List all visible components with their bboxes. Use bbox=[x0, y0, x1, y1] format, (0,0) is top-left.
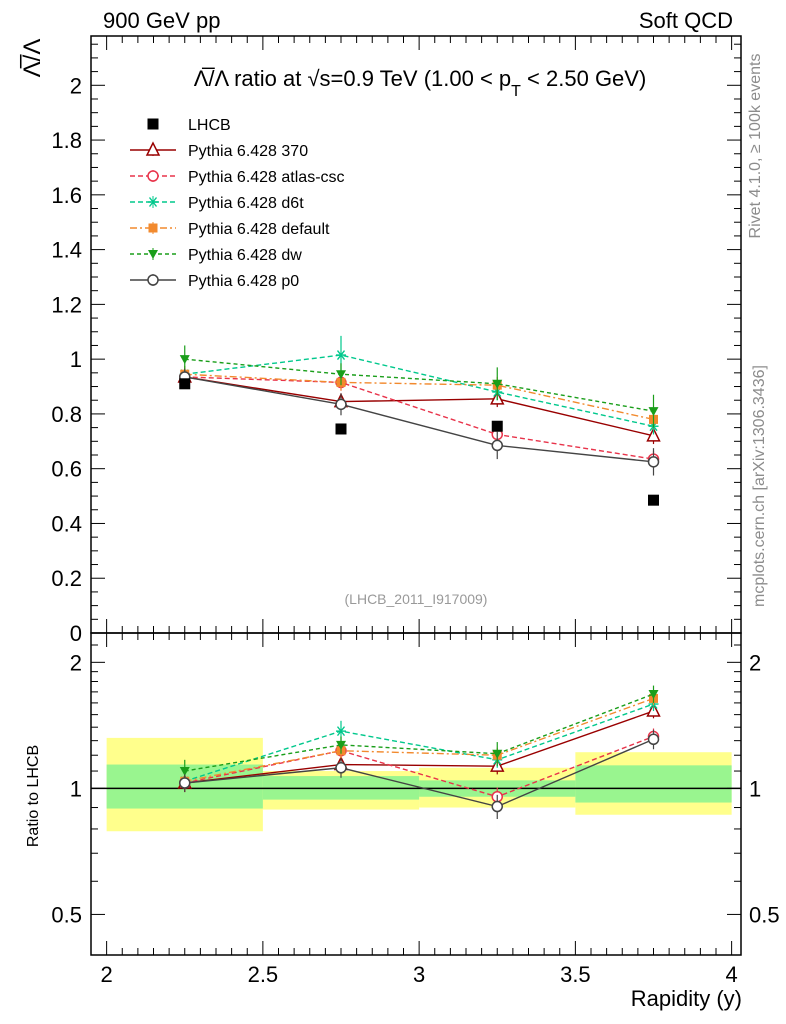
series-point-pythia-6-428-dw bbox=[492, 379, 503, 389]
ratio-line-pythia-6-428-atlas-csc bbox=[184, 735, 654, 798]
ratio-point-pythia-6-428-dw bbox=[648, 690, 659, 700]
ratio-tick-label-left: 0.5 bbox=[51, 902, 82, 927]
chart-title-sub: T bbox=[511, 83, 521, 100]
legend-marker-pythia-6-428-atlas-csc bbox=[147, 170, 159, 182]
legend-label-pythia-6-428-dw: Pythia 6.428 dw bbox=[188, 247, 302, 264]
y-tick-label: 1.4 bbox=[51, 238, 82, 263]
legend: LHCB Pythia 6.428 370 Pythia 6.428 atlas-c… bbox=[130, 117, 345, 290]
ratio-point-pythia-6-428-dw bbox=[492, 749, 503, 759]
data-point-lhcb bbox=[179, 378, 191, 390]
x-tick-label: 3.5 bbox=[560, 962, 591, 987]
series-line-pythia-6-428-default bbox=[184, 373, 654, 421]
ratio-series bbox=[177, 685, 661, 820]
asterisk-stroke bbox=[336, 350, 346, 360]
data-point-lhcb bbox=[648, 494, 659, 506]
legend-label-pythia-6-428-d6t: Pythia 6.428 d6t bbox=[188, 195, 304, 212]
ratio-line-pythia-6-428-default bbox=[184, 697, 654, 782]
chart-title-tail: < 2.50 GeV) bbox=[521, 66, 646, 91]
y-tick-label: 1.6 bbox=[51, 183, 82, 208]
y-tick-label: 1 bbox=[70, 347, 82, 372]
y-axis-label: Λ̅/Λ bbox=[19, 39, 46, 78]
x-tick-label: 2.5 bbox=[248, 962, 279, 987]
legend-label-pythia-6-428-default: Pythia 6.428 default bbox=[188, 221, 330, 238]
mcplots-label: mcplots.cern.ch [arXiv:1306.3436] bbox=[751, 365, 768, 607]
series-point-pythia-6-428-p0 bbox=[335, 398, 347, 411]
series-line-pythia-6-428-atlas-csc bbox=[184, 376, 654, 460]
y-tick-label: 0.4 bbox=[51, 511, 82, 536]
legend-marker-pythia-6-428-default bbox=[148, 223, 158, 233]
legend-label-lhcb: LHCB bbox=[188, 117, 231, 134]
series-point-pythia-6-428-370 bbox=[646, 427, 661, 442]
x-axis-label: Rapidity (y) bbox=[631, 986, 742, 1011]
series-line-pythia-6-428-p0 bbox=[184, 376, 654, 463]
y-tick-label: 0 bbox=[70, 621, 82, 646]
asterisk-stroke bbox=[148, 197, 158, 207]
rivet-label: Rivet 4.1.0, ≥ 100k events bbox=[747, 54, 764, 239]
ratio-point-pythia-6-428-dw bbox=[336, 740, 346, 750]
data-point-lhcb bbox=[335, 423, 347, 435]
ratio-line-pythia-6-428-dw bbox=[184, 693, 654, 772]
ratio-line-pythia-6-428-p0 bbox=[184, 738, 654, 808]
x-tick-label: 4 bbox=[726, 962, 738, 987]
series-point-pythia-6-428-d6t bbox=[336, 350, 346, 360]
ratio-tick-label-right: 1 bbox=[749, 776, 761, 801]
x-tick-label: 2 bbox=[101, 962, 113, 987]
axes: 2 2.5 3 3.5 4 0 0.2 0.4 0.6 0.8 1 1.2 1.4 1.6 1.8 2 0.5 0… bbox=[51, 35, 780, 987]
ratio-point-pythia-6-428-p0 bbox=[491, 800, 503, 813]
ratio-point-pythia-6-428-p0 bbox=[179, 777, 191, 789]
legend-marker-pythia-6-428-d6t bbox=[148, 197, 158, 207]
data-point-lhcb bbox=[491, 420, 503, 432]
y-tick-label: 1.2 bbox=[51, 292, 82, 317]
legend-marker-lhcb bbox=[147, 118, 159, 130]
ratio-tick-label-right: 0.5 bbox=[749, 902, 780, 927]
y-tick-label: 1.8 bbox=[51, 128, 82, 153]
legend-label-pythia-6-428-atlas-csc: Pythia 6.428 atlas-csc bbox=[188, 169, 345, 186]
main-series bbox=[177, 335, 661, 506]
legend-label-pythia-6-428-370: Pythia 6.428 370 bbox=[188, 143, 308, 160]
ratio-tick-label-left: 2 bbox=[70, 650, 82, 675]
ratio-tick-label-left: 1 bbox=[70, 776, 82, 801]
analysis-id: (LHCB_2011_I917009) bbox=[345, 591, 488, 607]
header-right: Soft QCD bbox=[639, 8, 733, 33]
y-tick-label: 0.8 bbox=[51, 402, 82, 427]
ratio-point-pythia-6-428-d6t bbox=[336, 726, 346, 737]
ratio-line-pythia-6-428-d6t bbox=[184, 703, 654, 782]
ratio-point-pythia-6-428-p0 bbox=[335, 762, 347, 774]
series-point-pythia-6-428-dw bbox=[336, 370, 346, 380]
series-point-pythia-6-428-p0 bbox=[647, 456, 660, 468]
ratio-point-pythia-6-428-p0 bbox=[647, 733, 660, 746]
ratio-band-stat bbox=[575, 765, 732, 803]
series-point-pythia-6-428-dw bbox=[179, 355, 190, 365]
x-tick-label: 3 bbox=[413, 962, 425, 987]
header-left: 900 GeV pp bbox=[103, 8, 220, 33]
y-tick-label: 2 bbox=[70, 73, 82, 98]
series-point-pythia-6-428-p0 bbox=[491, 439, 503, 452]
series-line-pythia-6-428-dw bbox=[184, 358, 654, 412]
ratio-point-pythia-6-428-dw bbox=[179, 767, 190, 777]
legend-marker-pythia-6-428-370 bbox=[145, 141, 161, 156]
ratio-line-pythia-6-428-370 bbox=[184, 710, 654, 784]
y-tick-label: 0.6 bbox=[51, 457, 82, 482]
legend-marker-pythia-6-428-p0 bbox=[147, 274, 159, 286]
chart-title: Λ̅/Λ ratio at √s=0.9 TeV (1.00 < pT < 2.… bbox=[194, 66, 647, 100]
ratio-panel-frame bbox=[90, 632, 742, 956]
legend-label-pythia-6-428-p0: Pythia 6.428 p0 bbox=[188, 273, 299, 290]
series-line-pythia-6-428-370 bbox=[184, 376, 654, 437]
asterisk-stroke bbox=[336, 726, 346, 737]
chart-title-main: Λ̅/Λ ratio at √s=0.9 TeV (1.00 < p bbox=[194, 66, 511, 91]
series-point-pythia-6-428-dw bbox=[648, 407, 659, 417]
ratio-tick-label-right: 2 bbox=[749, 650, 761, 675]
legend-marker-pythia-6-428-dw bbox=[148, 250, 158, 259]
ratio-y-axis-label: Ratio to LHCB bbox=[25, 745, 42, 847]
y-tick-label: 0.2 bbox=[51, 566, 82, 591]
